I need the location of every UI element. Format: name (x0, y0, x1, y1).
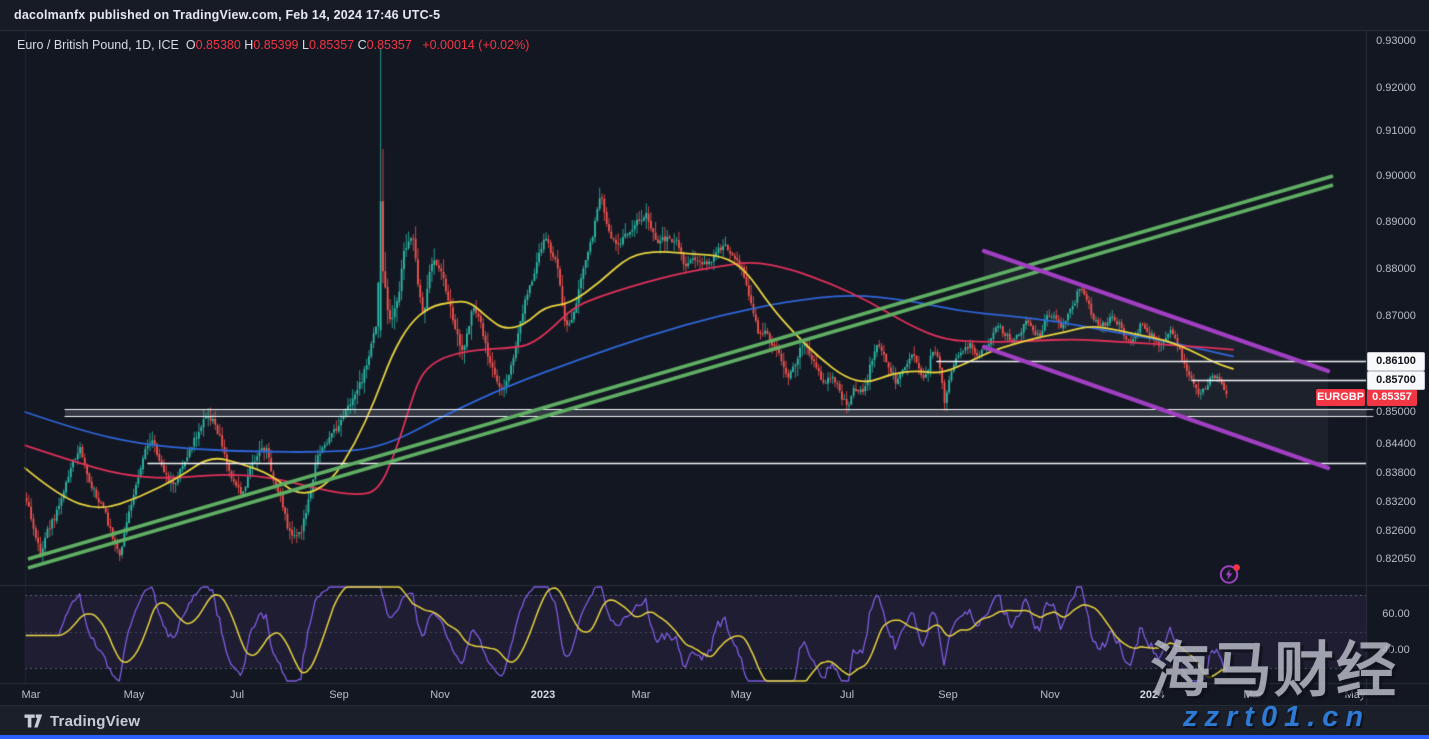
ohlc-value: 0.85380 (195, 38, 245, 52)
watermark-chinese: 海马财经 (1150, 637, 1398, 704)
price-tick: 0.92000 (1376, 82, 1416, 94)
time-tick-month: May (1344, 689, 1366, 701)
published-text: dacolmanfx published on TradingView.com,… (14, 8, 441, 22)
time-tick-month: Sep (938, 689, 958, 701)
price-tick: 0.82050 (1376, 553, 1416, 565)
time-tick-month: Nov (430, 689, 450, 701)
price-tick: 0.90000 (1376, 170, 1416, 182)
last-price-label: 0.85357 (1367, 389, 1417, 406)
time-tick-month: Mar (631, 689, 651, 701)
published-bar: dacolmanfx published on TradingView.com,… (0, 0, 1429, 31)
ohlc-value: 0.85357 (308, 38, 358, 52)
level-price-box: 0.86100 (1367, 352, 1425, 371)
time-tick-year: 2023 (530, 689, 556, 701)
time-tick-month: Mar (21, 689, 41, 701)
price-tick: 0.85000 (1376, 406, 1416, 418)
symbol-header: Euro / British Pound, 1D, ICE O0.85380 H0… (17, 38, 529, 52)
ohlc-values: O0.85380 H0.85399 L0.85357 C0.85357 (186, 38, 415, 52)
price-tick: 0.83200 (1376, 496, 1416, 508)
tradingview-logo-icon (24, 714, 43, 727)
rsi-tick: 60.00 (1382, 608, 1410, 620)
price-tick: 0.82600 (1376, 525, 1416, 537)
flash-ideas-icon[interactable] (1216, 561, 1242, 587)
time-tick-month: Mar (1243, 689, 1263, 701)
time-tick-month: Jul (229, 689, 245, 701)
ohlc-letter: L (302, 38, 309, 52)
price-tick: 0.93000 (1376, 35, 1416, 47)
tradingview-logo[interactable]: TradingView (24, 713, 140, 730)
ohlc-letter: H (244, 38, 254, 52)
price-tick: 0.91000 (1376, 125, 1416, 137)
time-tick-month: May (730, 689, 752, 701)
tradingview-logo-text: TradingView (50, 712, 141, 730)
time-tick-month: Jul (839, 689, 855, 701)
price-tick: 0.84400 (1376, 438, 1416, 450)
symbol-price-label: EURGBP (1316, 389, 1365, 406)
ohlc-value: 0.85399 (253, 38, 302, 52)
notification-dot (1233, 564, 1240, 571)
change-value: +0.00014 (+0.02%) (422, 38, 530, 52)
symbol-title[interactable]: Euro / British Pound, 1D, ICE (17, 38, 179, 52)
ohlc-letter: O (185, 38, 196, 52)
time-tick-month: Nov (1040, 689, 1060, 701)
price-tick: 0.83800 (1376, 467, 1416, 479)
price-tick: 0.88000 (1376, 263, 1416, 275)
level-price-box: 0.85700 (1367, 371, 1425, 390)
price-tick: 0.87000 (1376, 310, 1416, 322)
bottom-accent-bar (0, 735, 1429, 739)
time-tick-year: 2024 (1139, 689, 1165, 701)
lightning-bolt-icon (1225, 569, 1233, 580)
price-chart-canvas[interactable] (0, 30, 1429, 705)
ohlc-value: 0.85357 (366, 38, 416, 52)
time-tick-month: May (123, 689, 145, 701)
ohlc-letter: C (357, 38, 367, 52)
watermark-url: zzrt01.cn (1183, 701, 1371, 733)
time-tick-month: Sep (329, 689, 349, 701)
rsi-tick: 40.00 (1382, 644, 1410, 656)
footer-bar: TradingView (0, 705, 1429, 736)
price-tick: 0.89000 (1376, 216, 1416, 228)
